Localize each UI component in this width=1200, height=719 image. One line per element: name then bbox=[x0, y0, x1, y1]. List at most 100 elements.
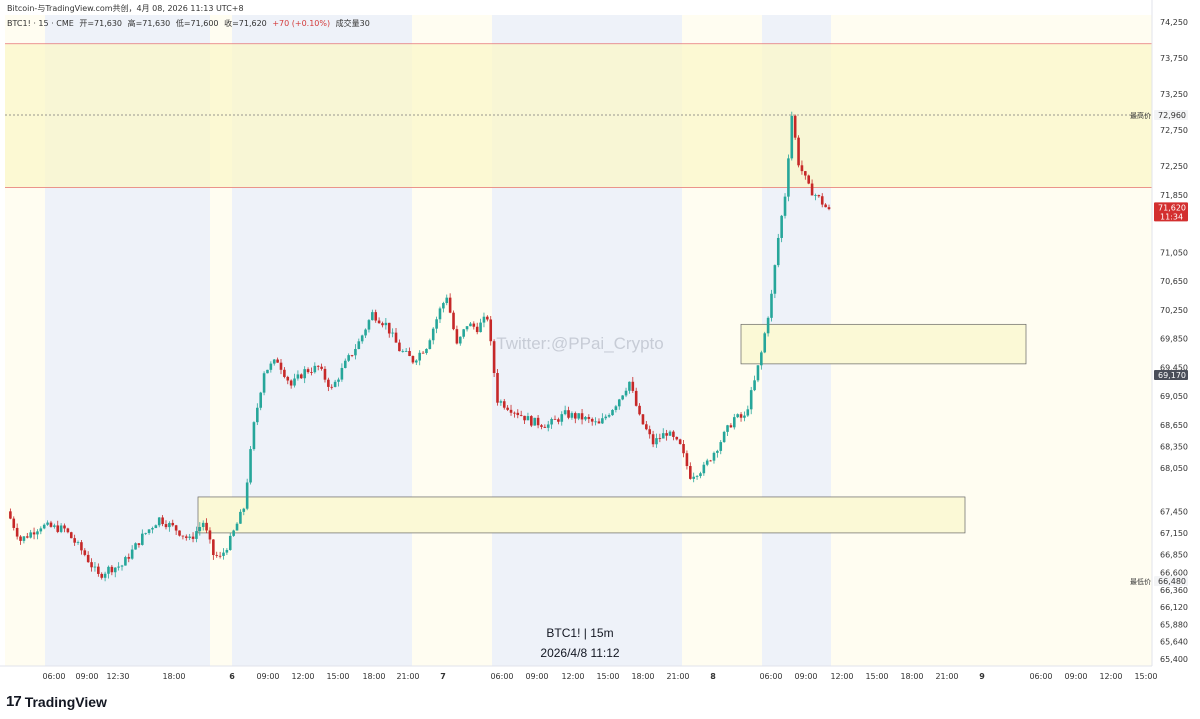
candle-body bbox=[431, 328, 435, 341]
price-tick-label: 68,050 bbox=[1160, 464, 1188, 473]
time-axis[interactable]: 06:00 09:00 12:30 18:00 6 09:00 12:00 15:00 18:0… bbox=[0, 665, 1158, 681]
zone-layer bbox=[5, 43, 1152, 534]
candle-body bbox=[506, 407, 509, 410]
candle-body bbox=[387, 322, 391, 334]
watermark: Twitter:@PPai_Crypto bbox=[496, 334, 663, 353]
candle-body bbox=[127, 557, 131, 559]
candle-body bbox=[682, 444, 685, 454]
candle-body bbox=[381, 323, 384, 326]
candle-body bbox=[25, 536, 29, 538]
candle-body bbox=[519, 415, 523, 416]
candle-body bbox=[266, 369, 269, 374]
candle-body bbox=[817, 195, 821, 197]
candle-body bbox=[726, 425, 729, 432]
candle-body bbox=[39, 528, 43, 532]
price-tick-label: 66,120 bbox=[1160, 603, 1188, 612]
candle-body bbox=[533, 417, 537, 426]
candle-body bbox=[763, 333, 767, 353]
symbol-label[interactable]: BTC1! · 15 · CME bbox=[7, 19, 74, 28]
candle-body bbox=[810, 183, 814, 196]
candle-body bbox=[709, 460, 712, 462]
time-tick-label: 21:00 bbox=[666, 672, 689, 681]
price-tick-label: 71,850 bbox=[1160, 191, 1188, 200]
candle-body bbox=[536, 417, 540, 426]
candle-body bbox=[367, 320, 371, 330]
volume-value: 成交量30 bbox=[335, 19, 370, 28]
time-tick-label: 06:00 bbox=[490, 672, 513, 681]
ref-price-tag-value: 69,170 bbox=[1158, 371, 1186, 380]
candle-body bbox=[120, 565, 124, 567]
candle-body bbox=[83, 550, 87, 555]
brand-name: TradingView bbox=[24, 693, 107, 710]
candle-body bbox=[100, 573, 104, 578]
price-tick-label: 69,050 bbox=[1160, 392, 1188, 401]
candle-body bbox=[712, 452, 716, 461]
candle-body bbox=[249, 449, 252, 483]
time-tick-label: 15:00 bbox=[326, 672, 349, 681]
candle-body bbox=[69, 532, 73, 539]
candle-body bbox=[482, 316, 486, 323]
candle-body bbox=[411, 356, 415, 363]
candle-body bbox=[661, 433, 665, 439]
candle-body bbox=[804, 171, 807, 176]
candle-body bbox=[458, 336, 462, 344]
price-tick-label: 70,250 bbox=[1160, 306, 1188, 315]
candle-body bbox=[354, 349, 357, 356]
candle-body bbox=[621, 395, 624, 400]
candle-body bbox=[327, 379, 330, 387]
tradingview-brand[interactable]: 17 TradingView bbox=[6, 693, 107, 710]
candle-body bbox=[283, 369, 286, 377]
candle-body bbox=[347, 355, 350, 361]
candle-body bbox=[617, 399, 621, 407]
candle-body bbox=[137, 543, 141, 545]
candle-body bbox=[103, 573, 107, 578]
candle-body bbox=[272, 359, 276, 364]
last-price-box bbox=[1154, 202, 1188, 222]
candle-body bbox=[15, 527, 19, 537]
candle-body bbox=[452, 312, 455, 330]
candle-body bbox=[739, 414, 743, 418]
time-tick-label: 12:00 bbox=[561, 672, 584, 681]
candle-body bbox=[702, 464, 706, 474]
price-tick-label: 73,750 bbox=[1160, 54, 1188, 63]
candle-body bbox=[479, 322, 482, 333]
price-tick-label: 65,880 bbox=[1160, 620, 1188, 629]
candle-body bbox=[570, 413, 574, 418]
time-tick-label: 06:00 bbox=[42, 672, 65, 681]
candle-body bbox=[59, 525, 63, 532]
candle-body bbox=[49, 522, 53, 527]
candle-body bbox=[577, 413, 580, 419]
candle-body bbox=[184, 536, 188, 538]
candle-body bbox=[296, 374, 300, 379]
candle-body bbox=[178, 530, 181, 536]
price-tick-label: 69,450 bbox=[1160, 363, 1188, 372]
price-tick-label: 69,850 bbox=[1160, 335, 1188, 344]
candle-body bbox=[161, 517, 164, 525]
candle-body bbox=[188, 536, 191, 538]
candle-body bbox=[567, 410, 570, 418]
time-tick-label: 7 bbox=[440, 672, 446, 681]
high-price-tag-box bbox=[1154, 109, 1188, 120]
candle-body bbox=[590, 418, 594, 422]
candle-body bbox=[611, 409, 614, 416]
candle-body bbox=[316, 365, 320, 367]
candle-body bbox=[168, 522, 171, 528]
candle-body bbox=[286, 376, 290, 381]
candle-body bbox=[604, 416, 608, 419]
candle-body bbox=[546, 424, 550, 428]
candle-body bbox=[749, 390, 753, 410]
price-tick-label: 73,250 bbox=[1160, 90, 1188, 99]
candle-body bbox=[587, 417, 591, 419]
candle-body bbox=[19, 536, 22, 541]
high-price-tag-label: 最高价 bbox=[1130, 111, 1151, 120]
change-value: +70 (+0.10%) bbox=[272, 19, 331, 28]
price-axis[interactable]: 74,250 73,750 73,250 72,750 72,250 71,850 71,0… bbox=[1130, 0, 1188, 666]
price-tick-label: 66,850 bbox=[1160, 551, 1188, 560]
candle-body bbox=[113, 567, 117, 573]
time-tick-label: 06:00 bbox=[1029, 672, 1052, 681]
candle-body bbox=[97, 566, 100, 574]
candle-body bbox=[340, 367, 344, 380]
candle-body bbox=[448, 297, 452, 313]
price-tick-label: 71,050 bbox=[1160, 248, 1188, 257]
